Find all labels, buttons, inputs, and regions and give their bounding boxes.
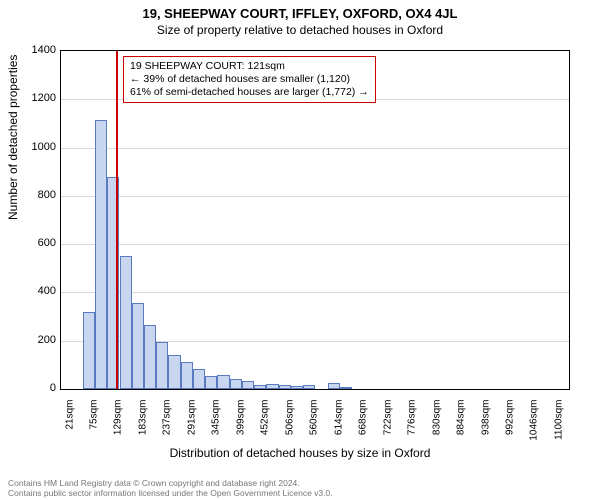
histogram-bar: [144, 325, 156, 389]
x-axis-label: Distribution of detached houses by size …: [0, 446, 600, 460]
plot-area: 19 SHEEPWAY COURT: 121sqm ← 39% of detac…: [60, 50, 570, 390]
x-tick-label: 129sqm: [113, 400, 124, 444]
x-tick-label: 75sqm: [88, 400, 99, 444]
y-tick-label: 1200: [0, 92, 56, 104]
gridline: [61, 292, 569, 293]
x-tick-label: 183sqm: [137, 400, 148, 444]
x-tick-label: 884sqm: [456, 400, 467, 444]
x-tick-label: 506sqm: [284, 400, 295, 444]
x-tick-label: 291sqm: [186, 400, 197, 444]
y-tick-label: 200: [0, 334, 56, 346]
x-tick-label: 560sqm: [309, 400, 320, 444]
x-tick-label: 1100sqm: [553, 400, 564, 444]
y-tick-label: 600: [0, 237, 56, 249]
gridline: [61, 148, 569, 149]
footer-line2: Contains public sector information licen…: [8, 488, 333, 498]
y-tick-label: 1400: [0, 44, 56, 56]
annotation-line1: 19 SHEEPWAY COURT: 121sqm: [130, 60, 369, 73]
x-tick-label: 938sqm: [480, 400, 491, 444]
histogram-bar: [168, 355, 180, 389]
footer: Contains HM Land Registry data © Crown c…: [8, 478, 333, 498]
histogram-bar: [254, 385, 266, 389]
histogram-bar: [242, 381, 254, 389]
y-tick-label: 1000: [0, 141, 56, 153]
histogram-bar: [279, 385, 291, 389]
histogram-bar: [328, 383, 340, 389]
x-tick-label: 1046sqm: [529, 400, 540, 444]
gridline: [61, 196, 569, 197]
x-tick-label: 614sqm: [333, 400, 344, 444]
page-title: 19, SHEEPWAY COURT, IFFLEY, OXFORD, OX4 …: [0, 0, 600, 21]
x-tick-label: 345sqm: [211, 400, 222, 444]
y-tick-label: 800: [0, 189, 56, 201]
histogram-bar: [340, 387, 352, 389]
histogram-bar: [230, 379, 242, 389]
annotation-line2: ← 39% of detached houses are smaller (1,…: [130, 73, 369, 86]
footer-line1: Contains HM Land Registry data © Crown c…: [8, 478, 333, 488]
x-tick-label: 776sqm: [407, 400, 418, 444]
page-subtitle: Size of property relative to detached ho…: [0, 23, 600, 37]
x-tick-label: 722sqm: [382, 400, 393, 444]
histogram-bar: [291, 386, 303, 389]
x-tick-label: 399sqm: [235, 400, 246, 444]
x-tick-label: 668sqm: [358, 400, 369, 444]
y-tick-label: 0: [0, 382, 56, 394]
x-tick-label: 992sqm: [504, 400, 515, 444]
y-tick-label: 400: [0, 285, 56, 297]
x-tick-label: 830sqm: [431, 400, 442, 444]
histogram-bar: [266, 384, 278, 389]
histogram-bar: [156, 342, 168, 389]
histogram-bar: [132, 303, 144, 389]
property-marker-line: [116, 51, 118, 389]
x-tick-label: 237sqm: [162, 400, 173, 444]
histogram-bar: [120, 256, 132, 389]
histogram-bar: [193, 369, 205, 389]
annotation-box: 19 SHEEPWAY COURT: 121sqm ← 39% of detac…: [123, 56, 376, 103]
histogram-bar: [95, 120, 107, 389]
annotation-line3: 61% of semi-detached houses are larger (…: [130, 86, 369, 99]
histogram-bar: [217, 375, 229, 389]
histogram-bar: [83, 312, 95, 389]
histogram-bar: [205, 376, 217, 389]
x-tick-label: 21sqm: [64, 400, 75, 444]
x-tick-label: 452sqm: [260, 400, 271, 444]
histogram-bar: [181, 362, 193, 389]
histogram-bar: [303, 385, 315, 389]
gridline: [61, 244, 569, 245]
